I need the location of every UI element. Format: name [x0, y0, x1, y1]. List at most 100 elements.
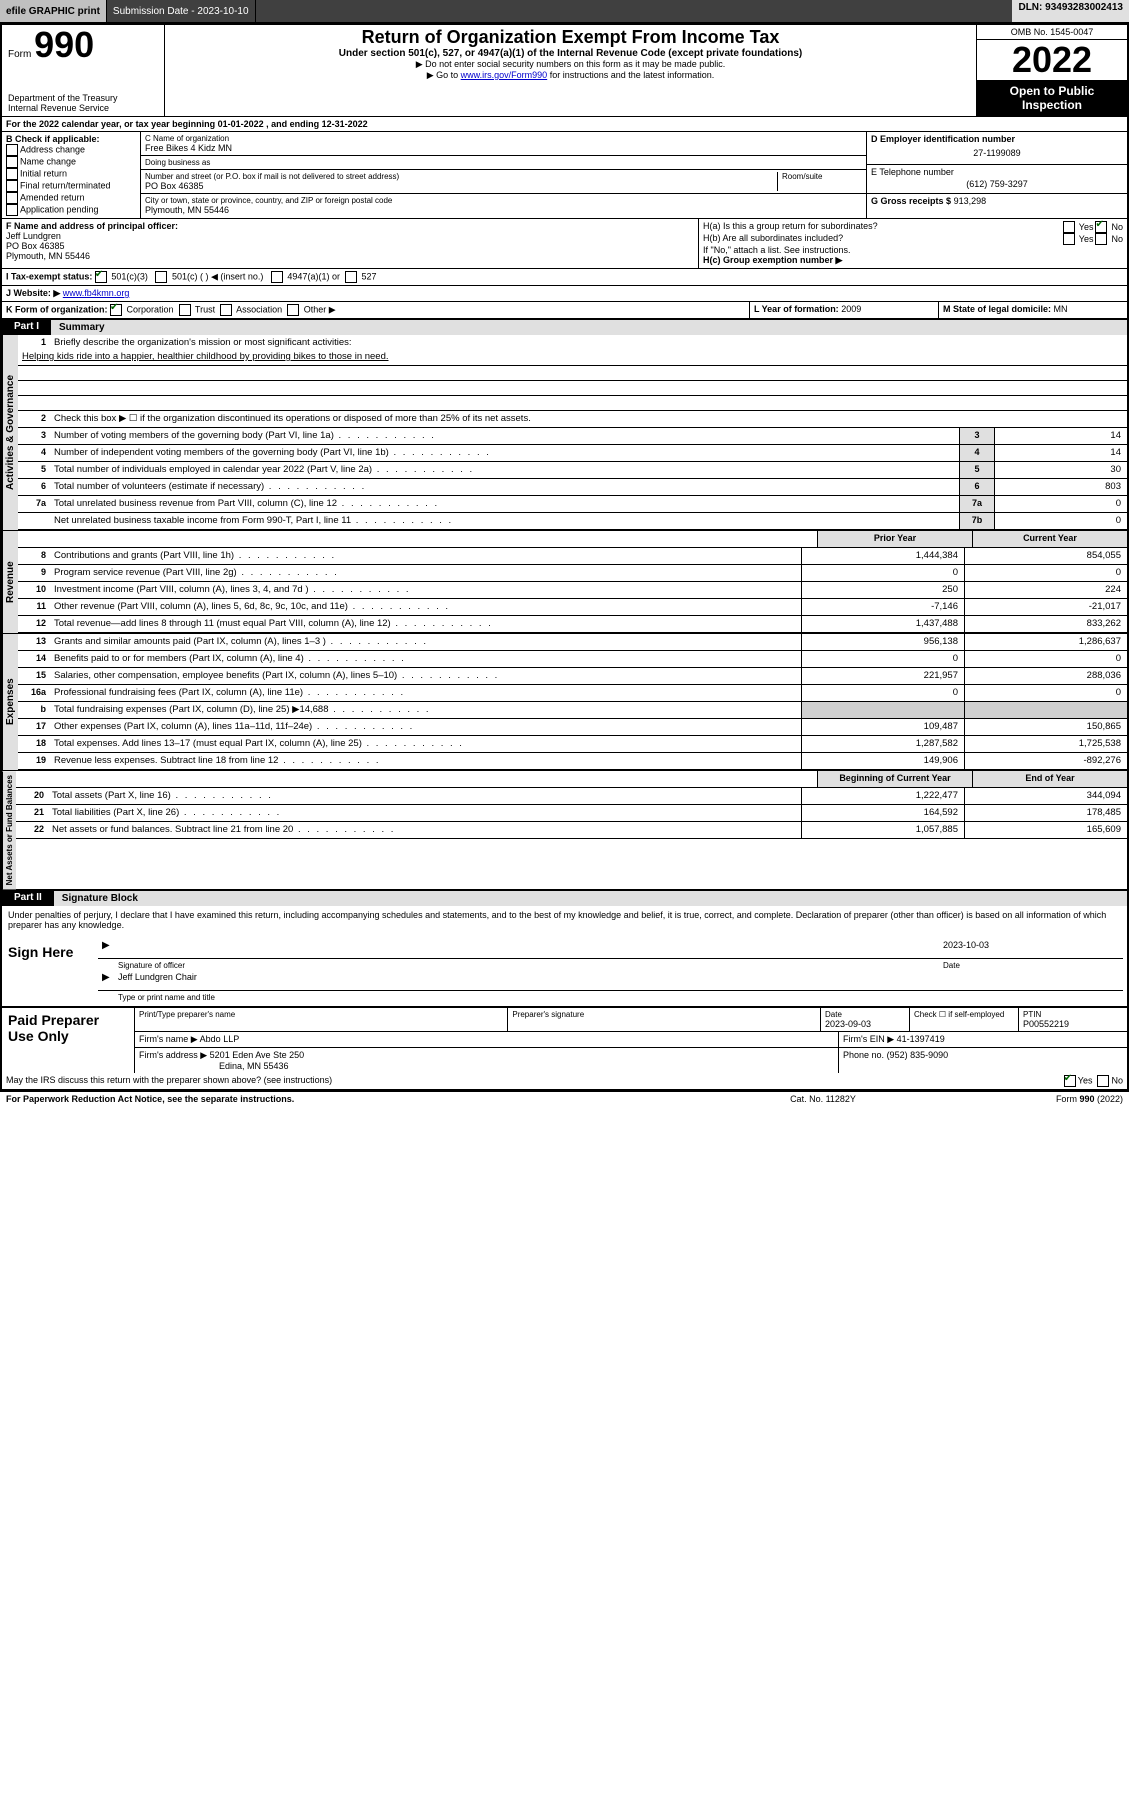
line-15: 15Salaries, other compensation, employee… — [18, 668, 1127, 685]
prior-value: 1,444,384 — [801, 548, 964, 564]
check-app-pending[interactable] — [6, 204, 18, 216]
line-num: 22 — [16, 822, 48, 838]
k-label: K Form of organization: — [6, 304, 108, 314]
bal-head-spacer — [48, 771, 817, 787]
line-box: 3 — [959, 428, 994, 444]
rev-head-num — [18, 531, 50, 547]
ha-no-check[interactable] — [1095, 221, 1107, 233]
officer-signature-line[interactable] — [98, 940, 923, 959]
prep-date: 2023-09-03 — [825, 1019, 905, 1029]
part2-tab: Part II — [2, 890, 54, 906]
m-value: MN — [1054, 304, 1068, 314]
officer-name: Jeff Lundgren — [6, 231, 694, 241]
block-h: H(a) Is this a group return for subordin… — [699, 219, 1127, 268]
summary-line-7a: 7aTotal unrelated business revenue from … — [18, 496, 1127, 513]
line-num: 13 — [18, 634, 50, 650]
line-text: Contributions and grants (Part VIII, lin… — [50, 548, 801, 564]
dln-cell: DLN: 93493283002413 — [1012, 0, 1129, 22]
label-final-return: Final return/terminated — [20, 180, 111, 190]
d-ein-label: D Employer identification number — [871, 134, 1123, 144]
prior-value: 149,906 — [801, 753, 964, 769]
line-text: Grants and similar amounts paid (Part IX… — [50, 634, 801, 650]
check-initial-return[interactable] — [6, 168, 18, 180]
line-klm: K Form of organization: Corporation Trus… — [2, 302, 1127, 319]
discuss-row: May the IRS discuss this return with the… — [2, 1073, 1127, 1090]
efile-print-button[interactable]: efile GRAPHIC print — [0, 0, 107, 22]
line-num: 12 — [18, 616, 50, 632]
check-name-change[interactable] — [6, 156, 18, 168]
submission-date-cell: Submission Date - 2023-10-10 — [107, 0, 256, 22]
label-other: Other ▶ — [304, 304, 336, 314]
line-10: 10Investment income (Part VIII, column (… — [18, 582, 1127, 599]
summary-line-4: 4Number of independent voting members of… — [18, 445, 1127, 462]
form-number: 990 — [34, 24, 94, 65]
line-a-text: For the 2022 calendar year, or tax year … — [2, 117, 1127, 131]
line-a-row: For the 2022 calendar year, or tax year … — [2, 117, 1127, 132]
line-num: 16a — [18, 685, 50, 701]
prior-value: 109,487 — [801, 719, 964, 735]
footer-right: Form 990 (2022) — [923, 1094, 1123, 1104]
summary-line-7b: Net unrelated business taxable income fr… — [18, 513, 1127, 530]
line-num — [18, 513, 50, 529]
line1-label: Briefly describe the organization's miss… — [50, 335, 1127, 351]
line-text: Net unrelated business taxable income fr… — [50, 513, 959, 529]
line-text: Total revenue—add lines 8 through 11 (mu… — [50, 616, 801, 632]
prior-value: 0 — [801, 685, 964, 701]
prior-value: 1,287,582 — [801, 736, 964, 752]
check-corp[interactable] — [110, 304, 122, 316]
prior-value: 1,222,477 — [801, 788, 964, 804]
officer-addr2: Plymouth, MN 55446 — [6, 251, 694, 261]
label-4947: 4947(a)(1) or — [287, 271, 340, 281]
check-trust[interactable] — [179, 304, 191, 316]
check-address-change[interactable] — [6, 144, 18, 156]
line-text: Total expenses. Add lines 13–17 (must eq… — [50, 736, 801, 752]
check-501c[interactable] — [155, 271, 167, 283]
line-box: 4 — [959, 445, 994, 461]
c-name-label: C Name of organization — [145, 134, 862, 143]
check-527[interactable] — [345, 271, 357, 283]
current-value: 150,865 — [964, 719, 1127, 735]
prep-ptin-h: PTIN — [1023, 1010, 1123, 1019]
prior-value: 956,138 — [801, 634, 964, 650]
check-4947[interactable] — [271, 271, 283, 283]
check-501c3[interactable] — [95, 271, 107, 283]
line-text: Salaries, other compensation, employee b… — [50, 668, 801, 684]
irs-link[interactable]: www.irs.gov/Form990 — [461, 70, 548, 80]
mission-blank3 — [18, 396, 1127, 411]
line-num: 20 — [16, 788, 48, 804]
hb-yes-check[interactable] — [1063, 233, 1075, 245]
current-value: 165,609 — [964, 822, 1127, 838]
check-assoc[interactable] — [220, 304, 232, 316]
website-link[interactable]: www.fb4kmn.org — [63, 288, 130, 298]
line-text: Other expenses (Part IX, column (A), lin… — [50, 719, 801, 735]
line-17: 17Other expenses (Part IX, column (A), l… — [18, 719, 1127, 736]
block-b: B Check if applicable: Address change Na… — [2, 132, 141, 218]
ha-yes-check[interactable] — [1063, 221, 1075, 233]
discuss-no-check[interactable] — [1097, 1075, 1109, 1087]
check-other[interactable] — [287, 304, 299, 316]
line-text: Program service revenue (Part VIII, line… — [50, 565, 801, 581]
prior-value — [801, 702, 964, 718]
check-amended[interactable] — [6, 192, 18, 204]
line-text: Total liabilities (Part X, line 26) — [48, 805, 801, 821]
line-num: 9 — [18, 565, 50, 581]
firm-addr1: 5201 Eden Ave Ste 250 — [210, 1050, 304, 1060]
section-governance: Activities & Governance 1 Briefly descri… — [2, 335, 1127, 531]
l-label: L Year of formation: — [754, 304, 839, 314]
discuss-yes-check[interactable] — [1064, 1075, 1076, 1087]
current-value: 1,286,637 — [964, 634, 1127, 650]
sig-date-value: 2023-10-03 — [923, 940, 1123, 959]
note2-pre: ▶ Go to — [427, 70, 461, 80]
line-16a: 16aProfessional fundraising fees (Part I… — [18, 685, 1127, 702]
phone-value: (612) 759-3297 — [871, 177, 1123, 191]
check-final-return[interactable] — [6, 180, 18, 192]
c-street-label: Number and street (or P.O. box if mail i… — [145, 172, 777, 181]
summary-line-6: 6Total number of volunteers (estimate if… — [18, 479, 1127, 496]
firm-name-l: Firm's name ▶ — [139, 1034, 198, 1044]
hb-no-check[interactable] — [1095, 233, 1107, 245]
line-value: 14 — [994, 445, 1127, 461]
line-18: 18Total expenses. Add lines 13–17 (must … — [18, 736, 1127, 753]
label-trust: Trust — [195, 304, 215, 314]
line-text: Total fundraising expenses (Part IX, col… — [50, 702, 801, 718]
label-527: 527 — [361, 271, 376, 281]
